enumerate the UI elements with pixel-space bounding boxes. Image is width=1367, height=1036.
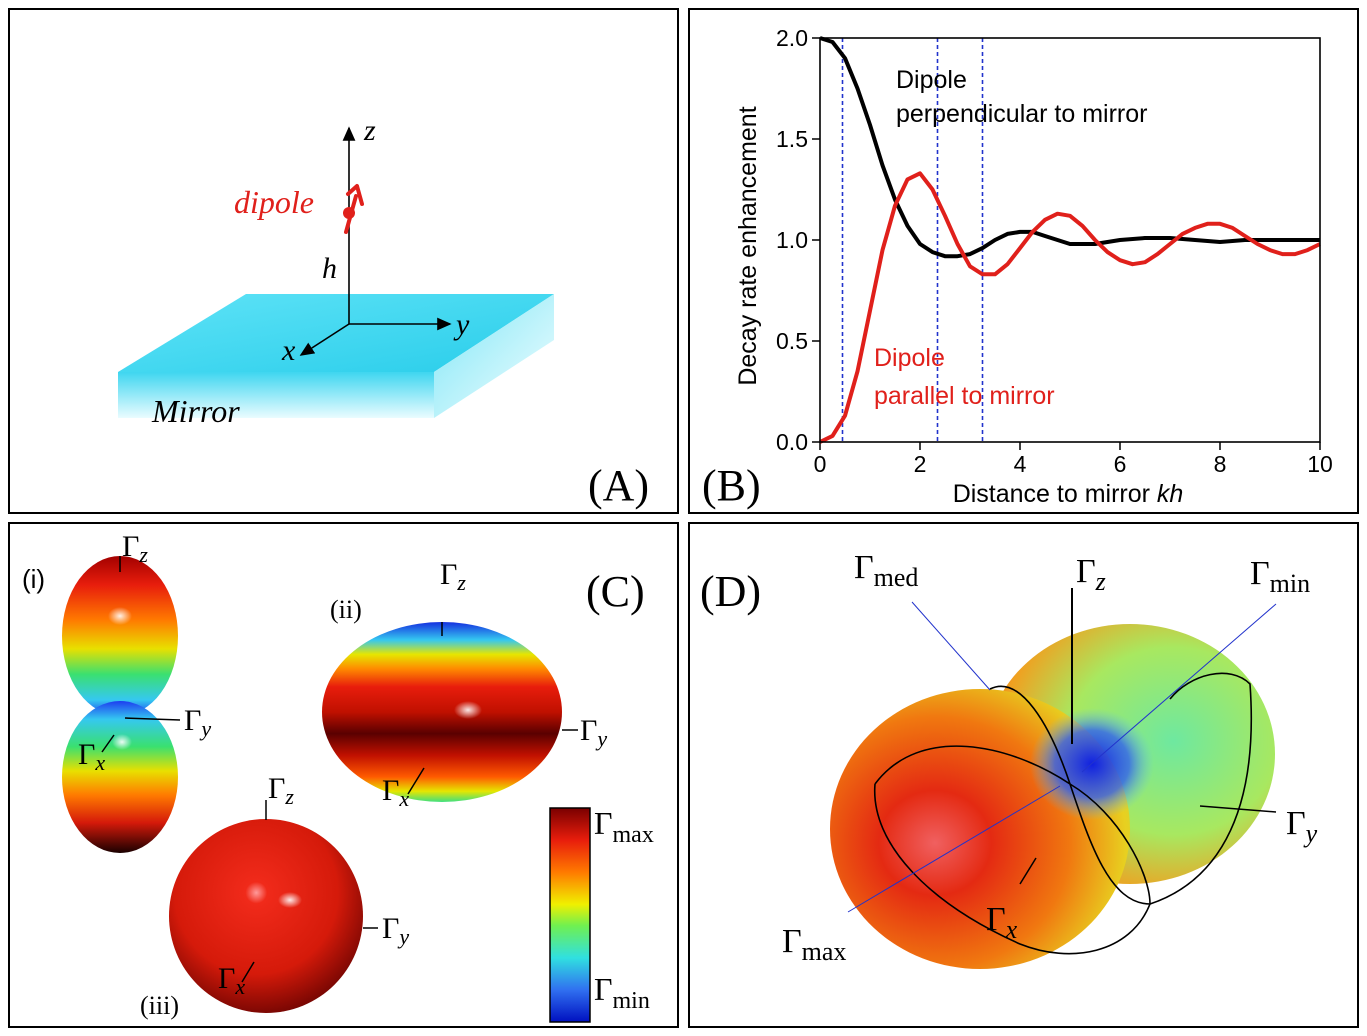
pattern-iii-highlight: [278, 892, 302, 908]
pattern-i-lower-lobe: [62, 701, 178, 853]
pattern-iii-gx-tick: [241, 961, 255, 983]
y-tick-label-2: 1.0: [776, 227, 808, 253]
pattern-ii-body: [322, 622, 562, 802]
pattern-iii-label: (iii): [140, 991, 179, 1020]
pattern-iii-sphere: [169, 819, 363, 1013]
pattern-i-gamma-z: Γz: [122, 530, 148, 567]
gmax-pointer: [847, 785, 1061, 913]
x-tick-label-4: 8: [1214, 451, 1227, 477]
gmin-pointer: [1081, 603, 1277, 773]
legend-perpendicular-line1: Dipole: [896, 66, 967, 94]
pattern-iii-gamma-y: Γy: [382, 912, 409, 949]
pattern-ii-gamma-x: Γx: [382, 774, 409, 811]
z-axis-label: z: [363, 114, 376, 147]
x-axis-label: x: [281, 334, 296, 367]
colorbar-max-label: Γmax: [594, 805, 654, 848]
pattern-ii-label: (ii): [330, 595, 362, 624]
mirror-side-face: [434, 294, 554, 418]
dipole-arrow-icon: [344, 184, 364, 234]
gy-pointer: [1199, 805, 1277, 813]
pattern-i-lower-highlight: [112, 734, 132, 750]
x-tick-label-2: 4: [1014, 451, 1027, 477]
pattern-iii-gamma-z: Γz: [268, 772, 294, 809]
x-tick-label-1: 2: [914, 451, 927, 477]
panel-d-figure: Γmed Γz Γmin Γy Γx Γmax (D): [700, 549, 1318, 969]
mirror-label: Mirror: [151, 393, 240, 429]
x-axis-title: Distance to mirror kh: [953, 480, 1184, 508]
pattern-i-gamma-y: Γy: [184, 704, 211, 741]
pattern-ii-gamma-z: Γz: [440, 558, 466, 595]
series-line-0: [819, 36, 1320, 259]
series-line-1: [819, 171, 1321, 444]
height-label: h: [322, 252, 337, 285]
y-tick-label-0: 0.0: [776, 429, 808, 455]
panel-c-figure: (i) (ii) (iii) Γz Γy Γx Γz Γy Γx Γz Γy Γ…: [22, 530, 654, 1023]
legend-perpendicular-line2: perpendicular to mirror: [896, 100, 1148, 128]
colorbar: [549, 807, 591, 1023]
pattern-i-label: (i): [22, 564, 45, 594]
panel-b-label: (B): [702, 461, 761, 510]
gx-pointer: [1019, 857, 1037, 885]
y-tick-label-4: 2.0: [776, 25, 808, 51]
colorbar-min-label: Γmin: [594, 971, 650, 1014]
cross-section-line-2: [989, 672, 1252, 905]
pattern-i-gamma-x: Γx: [78, 738, 105, 775]
y-axis-title: Decay rate enhancement: [734, 106, 762, 385]
panel-a-label: (A): [588, 461, 649, 510]
gamma-min-label: Γmin: [1250, 555, 1310, 598]
pattern-i-gy-tick: [124, 717, 181, 721]
pattern-ii-gx-tick: [407, 767, 425, 795]
panel-a-figure: z y x dipole h Mirror (A): [118, 114, 649, 510]
pattern-ii-gamma-y: Γy: [580, 714, 607, 751]
panel-c: (i) (ii) (iii) Γz Γy Γx Γz Γy Γx Γz Γy Γ…: [8, 522, 679, 1028]
x-tick-label-0: 0: [814, 451, 827, 477]
panel-c-label: (C): [586, 567, 645, 616]
mirror-front-face: [118, 372, 434, 418]
dipole-label: dipole: [234, 184, 314, 220]
pattern-i-gx-tick: [101, 734, 115, 753]
y-tick-label-3: 1.5: [776, 126, 808, 152]
x-axis: [299, 323, 350, 356]
gamma-y-label: Γy: [1286, 805, 1318, 848]
legend-parallel-line2: parallel to mirror: [874, 382, 1055, 410]
panel-b: Decay rate enhancement Distance to mirro…: [688, 8, 1359, 514]
panel-a: z y x dipole h Mirror (A): [8, 8, 679, 514]
gamma-med-label: Γmed: [854, 549, 918, 592]
legend-parallel-line1: Dipole: [874, 344, 945, 372]
gamma-max-label: Γmax: [782, 923, 846, 966]
panel-d: Γmed Γz Γmin Γy Γx Γmax (D): [688, 522, 1359, 1028]
x-tick-label-5: 10: [1307, 451, 1333, 477]
gamma-x-label: Γx: [986, 901, 1018, 944]
y-tick-label-1: 0.5: [776, 328, 808, 354]
pattern-ii-highlight: [454, 701, 482, 719]
x-tick-label-3: 6: [1114, 451, 1127, 477]
pattern-iii-gamma-x: Γx: [218, 962, 245, 999]
pattern-i-highlight: [108, 607, 132, 625]
panel-d-label: (D): [700, 567, 761, 616]
y-axis-label: y: [453, 308, 470, 341]
pattern-i-upper-lobe: [62, 556, 178, 716]
decay-rate-chart: Decay rate enhancement Distance to mirro…: [702, 25, 1333, 510]
gmed-pointer: [911, 601, 991, 691]
gamma-z-label: Γz: [1076, 553, 1106, 596]
